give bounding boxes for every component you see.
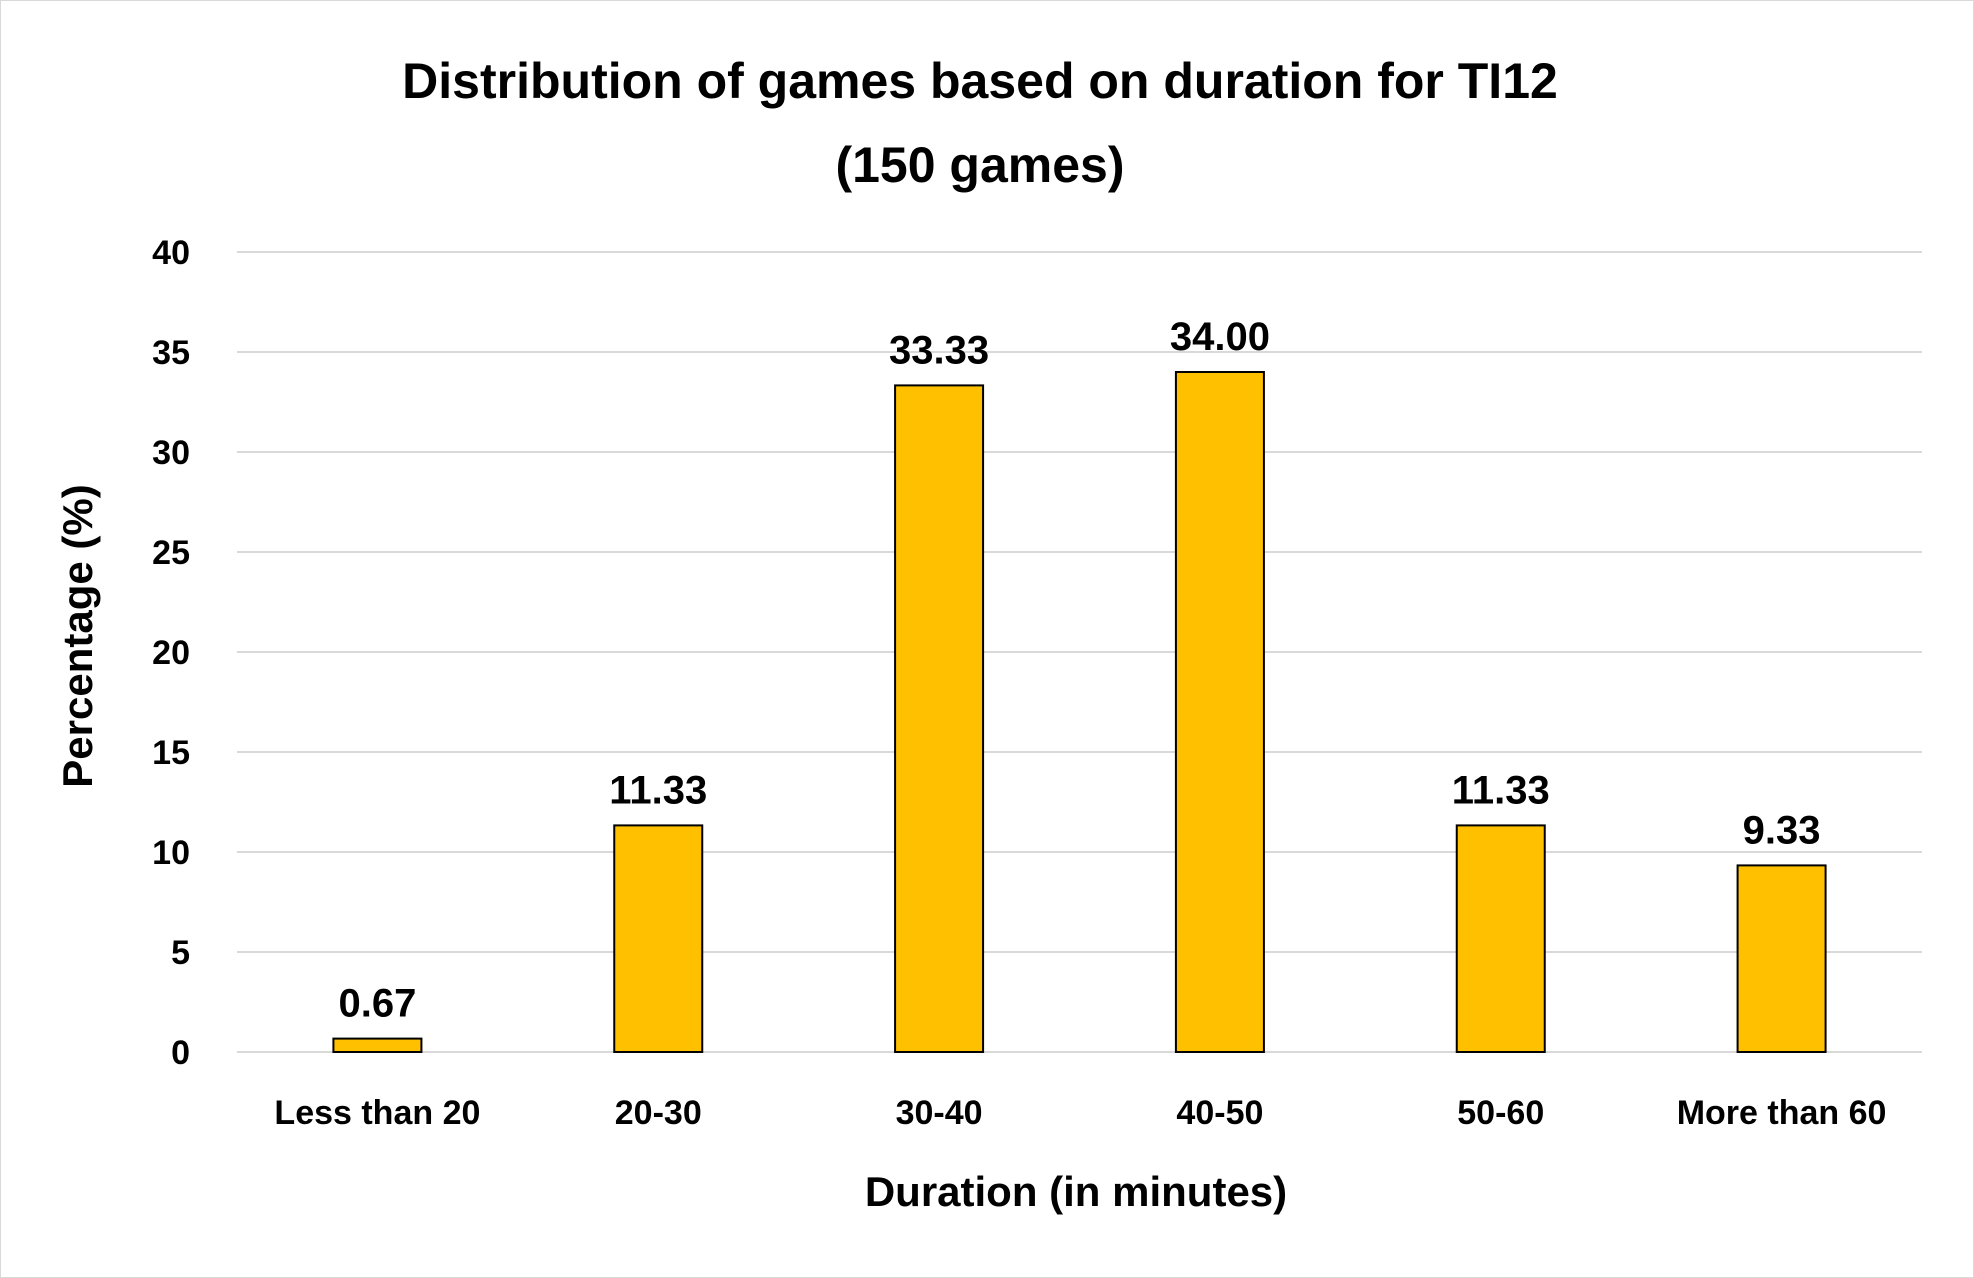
data-label-3: 34.00 <box>1170 315 1270 359</box>
x-axis-categories: Less than 20 20-30 30-40 40-50 50-60 More tha… <box>274 1094 1886 1132</box>
x-category-label-3: 40-50 <box>1176 1094 1263 1132</box>
y-tick-label: 20 <box>152 634 190 672</box>
y-tick-label: 0 <box>171 1034 190 1072</box>
y-tick-label: 25 <box>152 534 190 572</box>
x-category-label-4: 50-60 <box>1457 1094 1544 1132</box>
chart-title-line-1: Distribution of games based on duration … <box>402 53 1558 109</box>
y-axis-ticks: 0 5 10 15 20 25 30 35 40 <box>152 234 190 1072</box>
y-tick-label: 15 <box>152 734 190 772</box>
x-category-label-0: Less than 20 <box>274 1094 480 1132</box>
data-label-5: 9.33 <box>1743 808 1821 852</box>
y-tick-label: 5 <box>171 934 190 972</box>
bar-0 <box>332 1037 423 1053</box>
bar-3 <box>1174 371 1265 1053</box>
y-axis-title: Percentage (%) <box>54 484 101 787</box>
y-tick-label: 10 <box>152 834 190 872</box>
x-category-label-1: 20-30 <box>615 1094 702 1132</box>
x-category-label-5: More than 60 <box>1677 1094 1887 1132</box>
data-label-4: 11.33 <box>1452 768 1550 812</box>
y-tick-label: 30 <box>152 434 190 472</box>
data-labels: 0.67 11.33 33.33 34.00 11.33 9.33 <box>338 315 1820 1026</box>
data-label-2: 33.33 <box>889 328 989 372</box>
bar-1 <box>613 824 704 1054</box>
x-axis-title: Duration (in minutes) <box>865 1168 1287 1215</box>
data-label-1: 11.33 <box>609 768 707 812</box>
bars <box>332 371 1827 1054</box>
chart-title-line-2: (150 games) <box>835 137 1124 193</box>
gridlines <box>237 251 1922 1053</box>
x-category-label-2: 30-40 <box>896 1094 983 1132</box>
bar-4 <box>1455 824 1546 1054</box>
data-label-0: 0.67 <box>338 982 416 1026</box>
y-tick-label: 40 <box>152 234 190 272</box>
bar-5 <box>1736 864 1827 1054</box>
bar-2 <box>894 384 985 1053</box>
y-tick-label: 35 <box>152 334 190 372</box>
